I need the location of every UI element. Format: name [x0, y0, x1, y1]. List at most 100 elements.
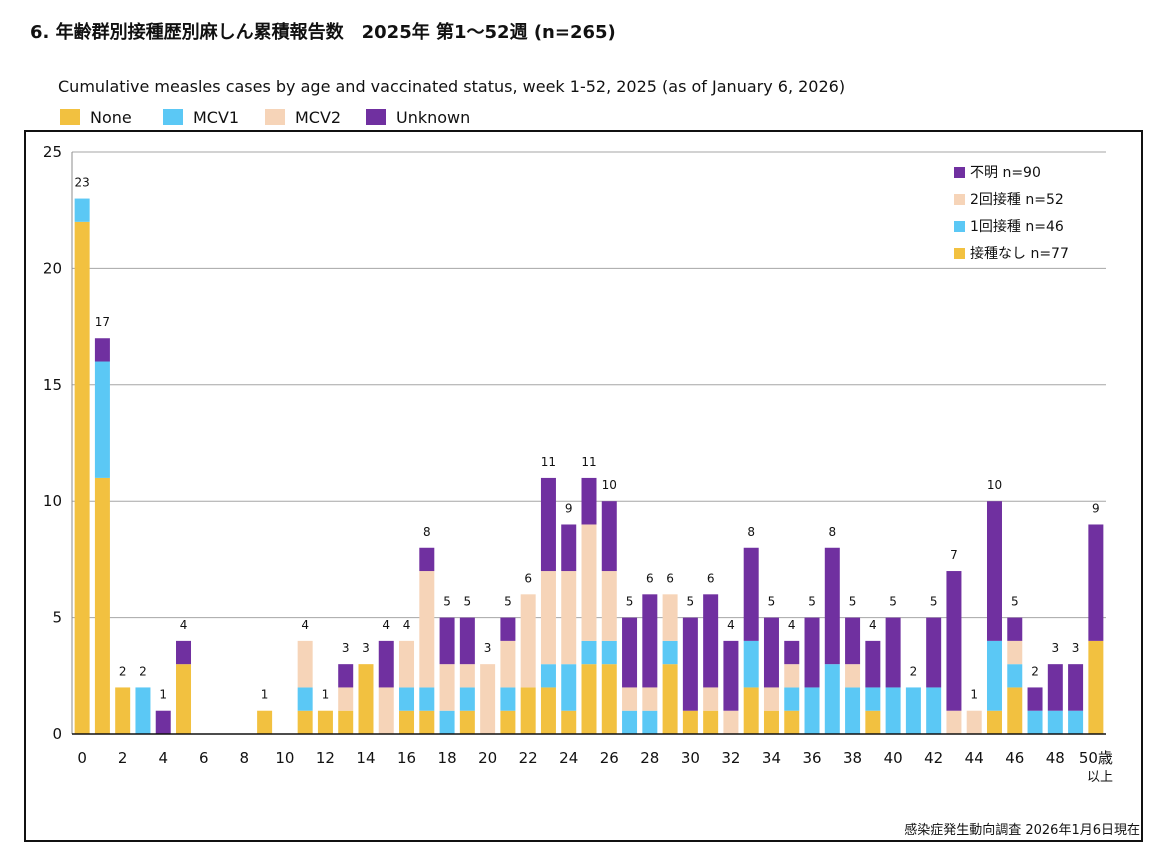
bar-unknown-18	[439, 617, 455, 665]
x-tick-label-34: 34	[762, 749, 781, 767]
y-tick-label-5: 5	[52, 609, 62, 627]
bar-mcv1-42	[926, 687, 942, 734]
bar-none-33	[743, 687, 759, 734]
total-label-11: 4	[301, 618, 309, 632]
bar-unknown-1	[94, 338, 110, 362]
total-label-13: 3	[342, 641, 350, 655]
page-title: 6. 年齢群別接種歴別麻しん累積報告数 2025年 第1～52週 (n=265)	[30, 22, 616, 43]
bar-mcv2-43	[946, 710, 962, 734]
bar-unknown-42	[926, 617, 942, 688]
bar-mcv1-35	[784, 687, 800, 711]
bar-mcv1-0	[74, 198, 90, 222]
total-label-14: 3	[362, 641, 370, 655]
bar-unknown-45	[986, 501, 1002, 641]
total-label-17: 8	[423, 525, 431, 539]
bar-mcv2-32	[723, 710, 739, 734]
bar-mcv1-37	[824, 664, 840, 734]
legend-item-mcv1: MCV1	[163, 106, 239, 128]
y-tick-label-25: 25	[43, 143, 62, 161]
legend-label-unknown: Unknown	[396, 107, 471, 127]
bar-unknown-48	[1047, 664, 1063, 711]
bar-unknown-15	[378, 640, 394, 688]
bar-none-1	[94, 477, 110, 734]
x-tick-label-36: 36	[802, 749, 821, 767]
bar-unknown-30	[682, 617, 698, 711]
total-label-24: 9	[565, 501, 573, 515]
total-label-42: 5	[930, 595, 938, 609]
bar-none-11	[297, 710, 313, 734]
bar-mcv2-27	[622, 687, 638, 711]
bar-mcv2-21	[500, 640, 516, 688]
total-label-2: 2	[119, 664, 127, 678]
bar-mcv2-15	[378, 687, 394, 734]
bar-none-23	[540, 687, 556, 734]
inner-legend-label-none: 接種なし n=77	[970, 246, 1069, 262]
total-label-36: 5	[808, 595, 816, 609]
bar-mcv1-47	[1027, 710, 1043, 734]
x-tick-label-10: 10	[275, 749, 294, 767]
bar-mcv1-16	[399, 687, 415, 711]
bar-none-24	[561, 710, 577, 734]
total-label-4: 1	[159, 688, 167, 702]
total-label-0: 23	[74, 176, 89, 190]
inner-legend-item-mcv2: 2回接種 n=52	[954, 189, 1064, 209]
legend-label-mcv2: MCV2	[295, 107, 342, 127]
bar-unknown-47	[1027, 687, 1043, 711]
bar-mcv2-13	[338, 687, 354, 711]
bar-unknown-36	[804, 617, 820, 688]
bar-mcv2-19	[459, 664, 475, 688]
bar-unknown-43	[946, 571, 962, 711]
total-label-32: 4	[727, 618, 735, 632]
bar-mcv2-16	[399, 640, 415, 688]
total-label-19: 5	[464, 595, 472, 609]
bar-mcv1-24	[561, 664, 577, 711]
bar-mcv2-31	[703, 687, 719, 711]
bar-mcv2-24	[561, 571, 577, 665]
total-label-39: 4	[869, 618, 877, 632]
total-label-49: 3	[1072, 641, 1080, 655]
bar-unknown-19	[459, 617, 475, 665]
chart-frame	[24, 130, 1143, 842]
bar-mcv1-40	[885, 687, 901, 734]
bar-none-9	[257, 710, 273, 734]
bar-mcv2-22	[520, 594, 536, 688]
bar-unknown-49	[1068, 664, 1084, 711]
bar-mcv1-23	[540, 664, 556, 688]
x-tick-label-48: 48	[1046, 749, 1065, 767]
bar-mcv2-23	[540, 571, 556, 665]
inner-legend-item-mcv1: 1回接種 n=46	[954, 216, 1064, 236]
total-label-48: 3	[1051, 641, 1059, 655]
bar-none-13	[338, 710, 354, 734]
bar-none-19	[459, 710, 475, 734]
bar-mcv1-11	[297, 687, 313, 711]
bar-mcv1-25	[581, 640, 597, 665]
x-tick-label-30: 30	[681, 749, 700, 767]
total-label-22: 6	[524, 571, 532, 585]
y-tick-label-10: 10	[43, 492, 62, 510]
bar-none-12	[317, 710, 333, 734]
x-tick-label-38: 38	[843, 749, 862, 767]
x-tick-label-28: 28	[640, 749, 659, 767]
x-tick-label-50: 50歳	[1079, 749, 1113, 767]
bar-none-14	[358, 664, 374, 734]
bar-unknown-50歳	[1088, 524, 1104, 641]
x-tick-label-26: 26	[600, 749, 619, 767]
total-label-43: 7	[950, 548, 958, 562]
legend-item-none: None	[60, 106, 132, 128]
total-label-23: 11	[541, 455, 556, 469]
bar-unknown-39	[865, 640, 881, 688]
total-label-3: 2	[139, 664, 147, 678]
bar-unknown-28	[642, 594, 658, 688]
bar-mcv1-28	[642, 710, 658, 734]
bar-unknown-35	[784, 640, 800, 665]
inner-legend-item-none: 接種なし n=77	[954, 243, 1069, 263]
bar-none-39	[865, 710, 881, 734]
bar-unknown-40	[885, 617, 901, 688]
bar-mcv1-48	[1047, 710, 1063, 734]
bar-unknown-25	[581, 477, 597, 525]
bar-mcv2-44	[966, 710, 982, 734]
legend-label-mcv1: MCV1	[193, 107, 240, 127]
x-tick-label-22: 22	[519, 749, 538, 767]
legend-swatch-none	[60, 109, 80, 125]
